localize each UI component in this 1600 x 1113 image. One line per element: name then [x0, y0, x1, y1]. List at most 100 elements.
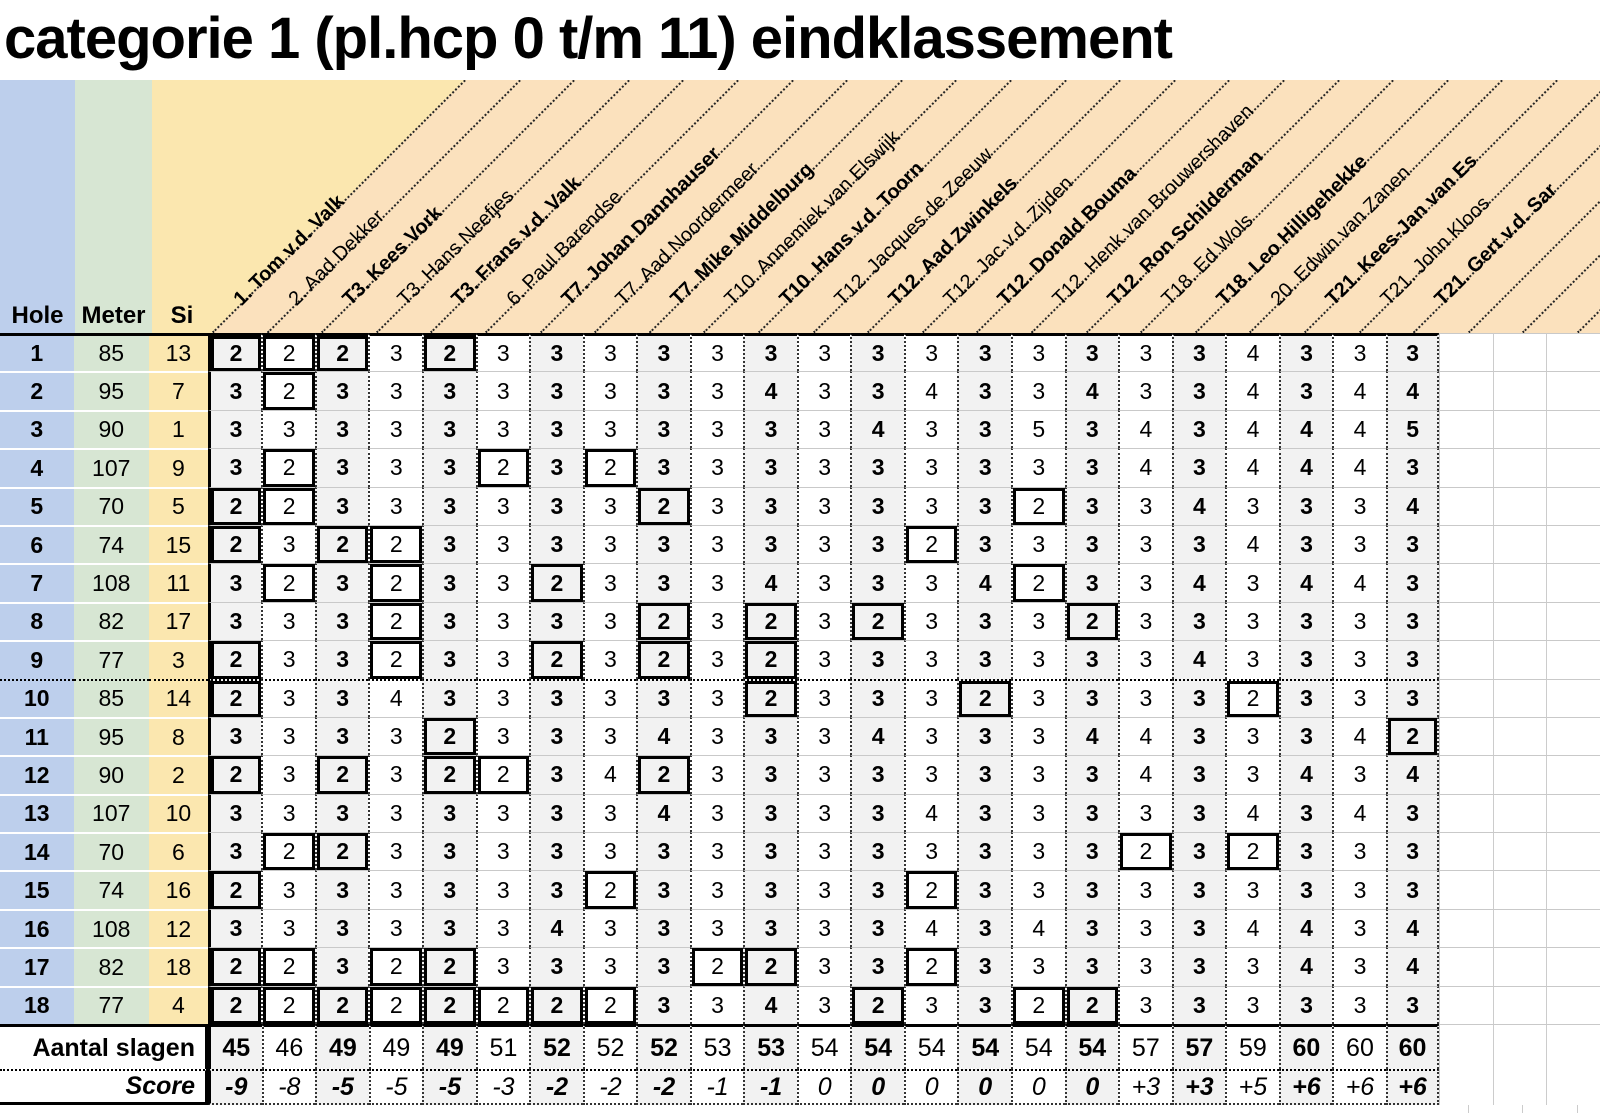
- score-cell: 3: [529, 524, 583, 564]
- empty-cell: [1492, 1024, 1547, 1070]
- score-cell: 3: [1278, 486, 1333, 525]
- score-cell: 2: [314, 755, 369, 794]
- hole-column-header-bg: [0, 80, 75, 333]
- score-cell: 3: [529, 601, 583, 641]
- score-cell: 3: [1171, 755, 1226, 794]
- score-cell: 3: [796, 870, 851, 909]
- score-cell: 3: [582, 563, 637, 602]
- score-cell: 3: [796, 486, 851, 525]
- empty-cell: [1492, 640, 1547, 679]
- score-cell: 3: [1332, 678, 1386, 717]
- score-cell: 3: [368, 793, 422, 833]
- score-cell: 3: [1064, 563, 1119, 602]
- score-cell: 4: [1278, 755, 1333, 794]
- score-cell: 3: [1011, 870, 1065, 909]
- score-cell: 3: [957, 870, 1011, 909]
- score-cell: 3: [1385, 333, 1440, 372]
- score-cell: 2: [207, 333, 262, 372]
- score-cell: 3: [1171, 870, 1226, 909]
- score-cell: 3: [421, 486, 476, 525]
- score-cell: 3: [582, 716, 637, 756]
- score-cell: 2: [903, 947, 958, 986]
- hole-number: 2: [0, 371, 74, 410]
- score-cell: 3: [1278, 640, 1333, 679]
- score-vs-par-cell: +5: [1225, 1069, 1279, 1106]
- score-cell: 3: [743, 409, 797, 449]
- score-cell: 3: [529, 371, 583, 410]
- score-cell: 2: [1064, 985, 1119, 1025]
- score-cell: 4: [1332, 716, 1386, 756]
- empty-cell: [1492, 601, 1547, 641]
- score-cell: 3: [475, 640, 530, 679]
- score-cell: 2: [1011, 985, 1065, 1025]
- score-cell: 3: [957, 371, 1011, 410]
- score-cell: 3: [636, 908, 690, 948]
- si-value: 6: [148, 832, 208, 871]
- score-cell: 3: [1278, 333, 1333, 372]
- empty-cell: [1546, 908, 1600, 948]
- score-cell: 3: [1225, 947, 1279, 986]
- score-cell: 3: [582, 908, 637, 948]
- score-cell: 4: [1332, 563, 1386, 602]
- score-cell: 2: [368, 947, 422, 986]
- score-cell: 3: [582, 947, 637, 986]
- score-cell: 2: [743, 678, 797, 717]
- meter-column-label: Meter: [81, 302, 146, 329]
- total-strokes-cell: 59: [1225, 1024, 1279, 1070]
- empty-cell: [1492, 486, 1547, 525]
- score-cell: 3: [957, 409, 1011, 449]
- score-cell: 3: [1385, 563, 1440, 602]
- empty-cell: [1492, 371, 1547, 410]
- meter-value: 95: [73, 716, 149, 756]
- score-cell: 3: [1011, 371, 1065, 410]
- score-cell: 3: [689, 409, 744, 449]
- score-cell: 3: [314, 908, 369, 948]
- hole-row: 6 74 15 2 3 2 2 3 3 3 3 3 3 3 3 3 2 3 3 3 3 3 4 3 3 3: [0, 524, 1600, 564]
- score-cell: 3: [421, 832, 476, 871]
- score-cell: 2: [1225, 678, 1279, 717]
- score-cell: 4: [903, 371, 958, 410]
- score-cell: 2: [529, 985, 583, 1025]
- meter-value: 85: [73, 333, 149, 372]
- score-cell: 3: [903, 448, 958, 487]
- score-cell: 3: [796, 601, 851, 641]
- score-cell: 4: [1171, 486, 1226, 525]
- hole-number: 13: [0, 793, 74, 833]
- total-strokes-cell: 49: [315, 1024, 369, 1070]
- score-cell: 2: [368, 563, 422, 602]
- score-cell: 3: [743, 486, 797, 525]
- hole-number: 18: [0, 985, 74, 1025]
- hole-row: 11 95 8 3 3 3 3 2 3 3 3 4 3 3 3 4 3 3 3 4 4 3 3 3 4 2: [0, 716, 1600, 756]
- si-value: 15: [148, 524, 208, 564]
- hole-number: 15: [0, 870, 74, 909]
- score-cell: 3: [475, 563, 530, 602]
- score-cell: 3: [1118, 793, 1172, 833]
- bottom-strip: [0, 1105, 1600, 1113]
- hole-number: 5: [0, 486, 74, 525]
- total-strokes-cell: 54: [957, 1024, 1011, 1070]
- score-cell: 3: [1171, 524, 1226, 564]
- score-cell: 3: [1171, 333, 1226, 372]
- score-cell: 2: [1064, 601, 1119, 641]
- score-cell: 3: [582, 524, 637, 564]
- score-cell: 2: [582, 985, 637, 1025]
- score-cell: 3: [689, 870, 744, 909]
- score-cell: 4: [903, 793, 958, 833]
- score-cell: 3: [475, 908, 530, 948]
- score-cell: 3: [1011, 755, 1065, 794]
- score-cell: 2: [743, 947, 797, 986]
- total-strokes-cell: 49: [422, 1024, 476, 1070]
- score-cell: 4: [1278, 908, 1333, 948]
- score-cell: 3: [1225, 716, 1279, 756]
- score-cell: 3: [850, 448, 904, 487]
- score-cell: 3: [796, 640, 851, 679]
- empty-cell: [1439, 716, 1493, 756]
- score-cell: 3: [475, 678, 530, 717]
- empty-cell: [1439, 870, 1493, 909]
- player-header: Hole Meter Si 1. Tom v.d. Valk 2. Aad Dek…: [0, 80, 1600, 333]
- score-cell: 2: [261, 333, 315, 372]
- empty-cell: [1546, 371, 1600, 410]
- score-cell: 3: [850, 870, 904, 909]
- si-value: 18: [148, 947, 208, 986]
- score-cell: 3: [207, 908, 262, 948]
